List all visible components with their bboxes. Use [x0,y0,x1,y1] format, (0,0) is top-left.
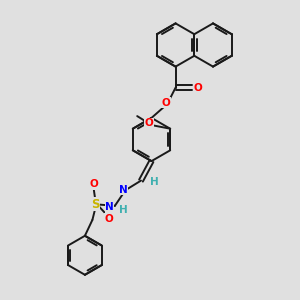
Text: N: N [118,184,127,195]
Text: O: O [89,179,98,189]
Text: H: H [119,205,128,215]
Text: H: H [150,177,159,187]
Text: O: O [193,82,202,93]
Text: O: O [105,214,114,224]
Text: O: O [144,118,153,128]
Text: O: O [162,98,170,108]
Text: S: S [91,198,100,211]
Text: N: N [105,202,114,212]
